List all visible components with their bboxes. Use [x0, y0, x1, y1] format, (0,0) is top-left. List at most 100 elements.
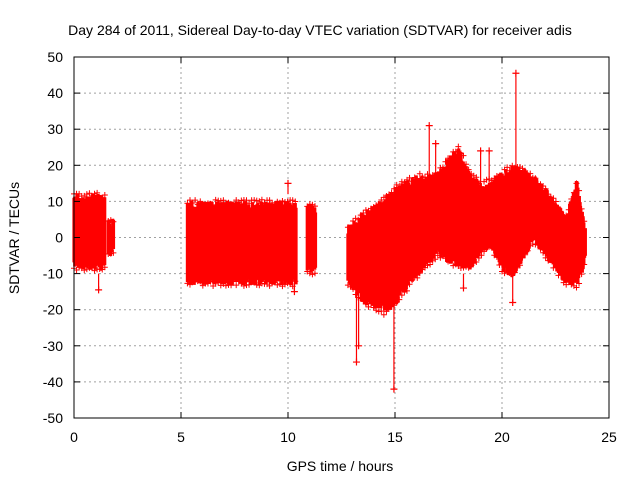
data-point	[233, 282, 240, 289]
data-point	[555, 272, 562, 279]
data-point	[501, 270, 508, 277]
data-point	[396, 183, 403, 190]
data-point	[488, 244, 495, 251]
data-point	[568, 196, 575, 202]
data-point	[570, 189, 577, 196]
data-point	[228, 282, 235, 289]
data-point	[373, 202, 380, 209]
data-point	[362, 300, 369, 307]
data-point	[573, 180, 580, 187]
y-tick-label: 0	[55, 230, 63, 246]
data-point	[212, 280, 219, 287]
outlier-marker	[477, 147, 485, 155]
data-point	[550, 195, 557, 202]
data-point	[391, 185, 398, 192]
data-point	[94, 189, 101, 196]
y-tick-label: -10	[43, 266, 63, 282]
data-point	[243, 197, 250, 204]
data-point	[522, 251, 529, 258]
data-point	[101, 191, 108, 198]
data-point	[282, 281, 289, 288]
data-point	[306, 270, 313, 277]
data-point	[547, 194, 554, 201]
data-point	[465, 166, 472, 173]
data-segment	[105, 217, 117, 258]
data-point	[578, 271, 585, 278]
data-point	[421, 174, 428, 181]
data-point	[403, 287, 410, 294]
data-point	[463, 161, 470, 168]
y-tick-label: 20	[47, 157, 63, 173]
data-point	[207, 200, 214, 207]
data-point	[91, 267, 98, 274]
data-point	[527, 170, 534, 177]
data-point	[463, 263, 470, 270]
y-tick-label: -30	[43, 338, 63, 354]
data-point	[352, 215, 359, 222]
outlier-marker	[290, 288, 298, 296]
data-point	[83, 191, 90, 198]
data-point	[581, 218, 588, 225]
outlier-marker	[425, 122, 433, 130]
data-point	[184, 280, 191, 287]
chart-title: Day 284 of 2011, Sidereal Day-to-day VTE…	[68, 22, 572, 38]
data-point	[355, 216, 362, 223]
data-point	[274, 281, 281, 288]
data-point	[204, 200, 211, 207]
data-point	[455, 143, 462, 150]
data-point	[411, 274, 418, 281]
data-point	[429, 172, 436, 179]
data-point	[217, 197, 224, 204]
outlier-point	[352, 273, 360, 366]
outlier-point	[290, 273, 298, 296]
outlier-point	[512, 69, 520, 195]
x-tick-label: 20	[494, 429, 510, 445]
data-point	[107, 250, 114, 257]
data-point	[424, 262, 431, 269]
data-point	[289, 197, 296, 204]
data-point	[504, 269, 511, 276]
data-point	[524, 247, 531, 254]
data-point	[230, 201, 237, 208]
data-point	[362, 207, 369, 214]
data-point	[470, 259, 477, 266]
data-point	[375, 200, 382, 207]
outlier-marker	[284, 179, 292, 187]
data-point	[383, 308, 390, 315]
data-point	[292, 198, 299, 205]
data-point	[230, 278, 237, 285]
data-point	[184, 200, 191, 207]
data-point	[88, 194, 95, 201]
outlier-marker	[352, 358, 360, 366]
x-tick-label: 25	[601, 429, 617, 445]
data-point	[350, 285, 357, 292]
data-point	[194, 201, 201, 208]
data-point	[347, 224, 354, 231]
data-point	[514, 264, 521, 271]
data-point	[401, 288, 408, 295]
outlier-point	[432, 140, 440, 195]
x-tick-label: 0	[70, 429, 78, 445]
data-point	[427, 261, 434, 268]
data-point	[256, 198, 263, 205]
data-point	[197, 198, 204, 205]
axis-layer: 0 5 10 15 20 25 -50 -40 -30 -20 -10 0 10 20 30 40 50	[43, 49, 617, 445]
data-point	[186, 281, 193, 288]
data-point	[516, 164, 523, 171]
data-point	[473, 258, 480, 265]
data-point	[246, 281, 253, 288]
data-point	[352, 291, 359, 298]
data-point	[552, 264, 559, 271]
outlier-marker	[355, 342, 363, 350]
outlier-point	[477, 147, 485, 195]
data-point	[447, 257, 454, 264]
y-tick-label: 50	[47, 49, 63, 65]
data-point	[192, 197, 199, 204]
y-tick-label: -20	[43, 302, 63, 318]
data-point	[416, 270, 423, 277]
outlier-marker	[459, 284, 467, 292]
x-axis-label: GPS time / hours	[287, 458, 394, 474]
data-point	[240, 282, 247, 289]
data-segment	[184, 196, 299, 290]
data-point	[279, 198, 286, 205]
